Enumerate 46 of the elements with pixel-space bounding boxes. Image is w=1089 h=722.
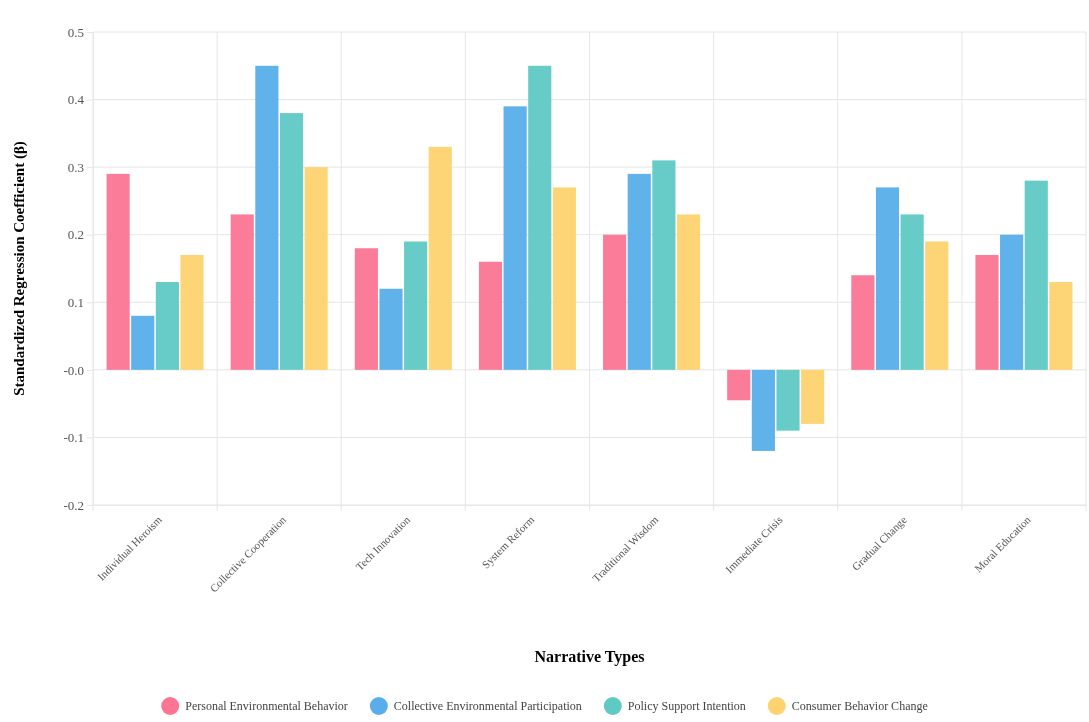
legend-label: Consumer Behavior Change (791, 699, 928, 713)
legend-label: Personal Environmental Behavior (185, 699, 348, 713)
bar (155, 282, 179, 370)
bar (875, 187, 900, 370)
bar (131, 315, 155, 370)
bar (255, 65, 279, 370)
x-axis-title: Narrative Types (534, 648, 645, 666)
legend-label: Policy Support Intention (627, 699, 746, 713)
bar (900, 214, 924, 370)
y-tick-label: 0.4 (67, 92, 85, 108)
bar (279, 113, 304, 370)
bar (751, 369, 775, 451)
bar (404, 241, 428, 370)
bar (106, 173, 130, 370)
y-tick-label: 0.3 (67, 159, 84, 175)
bar (925, 241, 949, 370)
bar (627, 173, 651, 370)
bar (1024, 180, 1048, 370)
y-tick-label: -0.1 (63, 430, 84, 446)
bar (776, 369, 800, 431)
bar (851, 275, 875, 370)
bar (801, 369, 825, 424)
bar (1049, 282, 1073, 370)
bar (428, 146, 452, 370)
y-tick-label: 0.2 (67, 227, 84, 243)
bar (676, 214, 701, 370)
bar (603, 234, 627, 370)
bar (304, 167, 328, 370)
bar (180, 254, 204, 370)
y-axis-title: Standardized Regression Coefficient (β) (11, 141, 28, 396)
bar (379, 288, 403, 370)
bar (1000, 234, 1024, 370)
y-tick-label: -0.2 (63, 497, 84, 513)
bar (230, 214, 254, 370)
bar (727, 369, 751, 401)
y-tick-label: 0.5 (67, 24, 84, 40)
bar (478, 261, 503, 370)
y-tick-label: -0.0 (63, 362, 84, 378)
bar (975, 254, 999, 370)
bar (552, 187, 576, 370)
bar (528, 65, 552, 370)
bar (652, 160, 676, 370)
legend-label: Collective Environmental Participation (393, 699, 582, 713)
y-tick-label: 0.1 (67, 294, 84, 310)
bar (354, 248, 378, 370)
bar (503, 106, 527, 370)
